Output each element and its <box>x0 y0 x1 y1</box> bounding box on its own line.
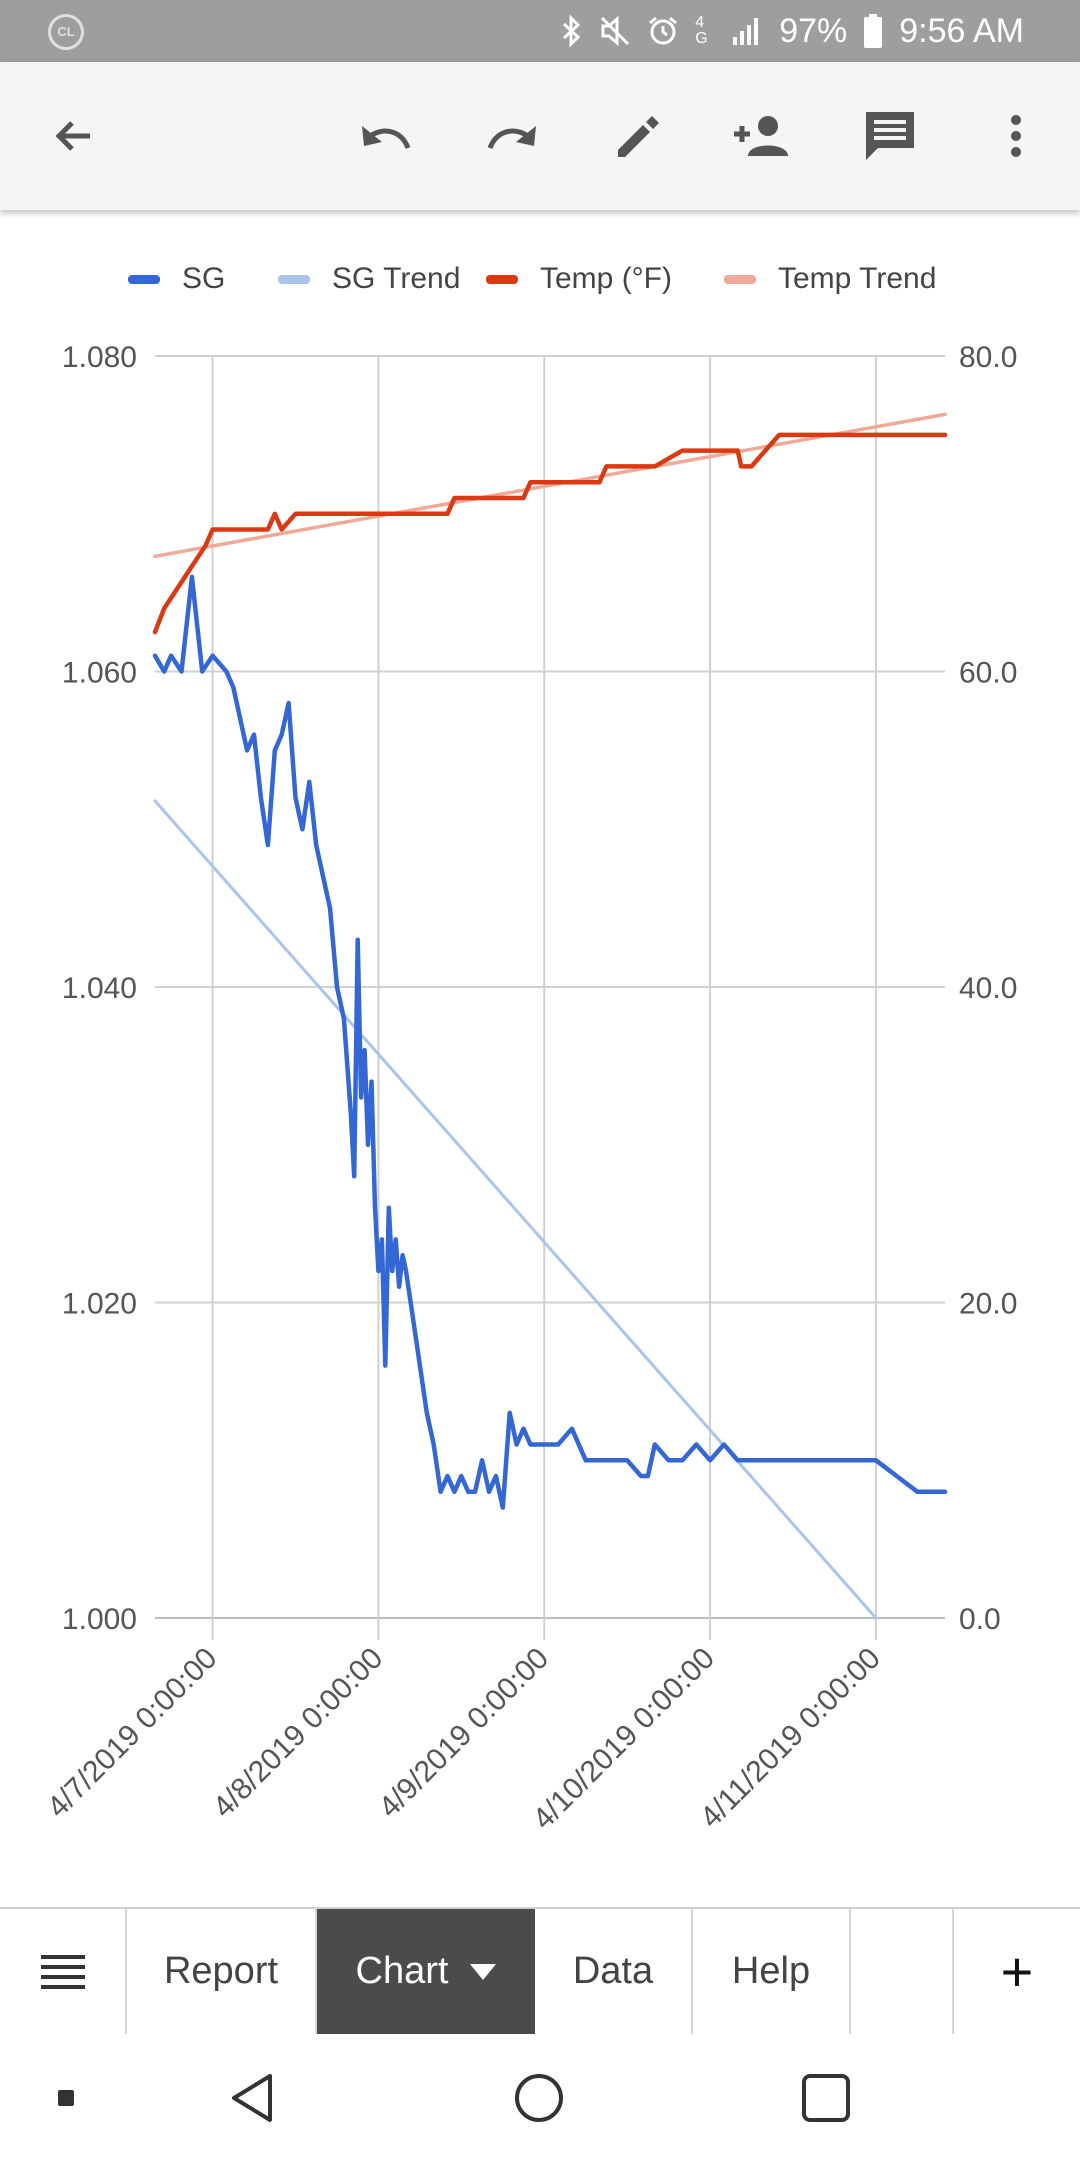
clock: 9:56 AM <box>899 11 1024 50</box>
menu-lines-icon <box>40 1954 85 1989</box>
battery-icon <box>864 14 883 48</box>
y-right-tick-label: 20.0 <box>959 1288 1017 1321</box>
legend-label-temp-trend: Temp Trend <box>778 262 937 295</box>
tab-chart[interactable]: Chart <box>317 1909 535 2034</box>
legend-label-temp: Temp (°F) <box>540 262 672 295</box>
x-tick-label: 4/8/2019 0:00:00 <box>207 1642 390 1825</box>
alarm-icon <box>649 16 678 45</box>
navigation-bar <box>0 2034 1080 2160</box>
toolbar <box>0 62 1080 210</box>
more-vert-icon[interactable] <box>984 104 1048 168</box>
mute-icon <box>601 15 630 47</box>
back-icon[interactable] <box>216 2062 288 2134</box>
x-tick-label: 4/7/2019 0:00:00 <box>41 1642 224 1825</box>
add-person-icon[interactable] <box>730 104 794 168</box>
redo-icon[interactable] <box>480 104 544 168</box>
y-left-tick-label: 1.080 <box>62 341 137 374</box>
legend-item-temp-trend[interactable]: Temp Trend <box>724 254 936 304</box>
signal-icon <box>733 18 759 45</box>
pencil-icon[interactable] <box>606 104 670 168</box>
y-left-tick-label: 1.020 <box>62 1288 137 1321</box>
undo-icon[interactable] <box>354 104 418 168</box>
legend-swatch-temp-trend <box>724 274 756 284</box>
legend-swatch-sg-trend <box>278 274 310 284</box>
series-line-temp-f <box>152 432 948 635</box>
comment-icon[interactable] <box>858 104 922 168</box>
y-right-tick-label: 0.0 <box>959 1603 1001 1636</box>
back-arrow-icon[interactable] <box>42 104 106 168</box>
legend-swatch-sg <box>128 274 160 284</box>
sheet-tab-bar: Report Chart Data Help + <box>0 1907 1080 2036</box>
legend-item-temp[interactable]: Temp (°F) <box>486 254 672 304</box>
bluetooth-icon <box>563 15 581 47</box>
tab-empty <box>851 1909 954 2034</box>
overview-icon[interactable] <box>790 2062 862 2134</box>
x-tick-label: 4/10/2019 0:00:00 <box>527 1642 721 1836</box>
series-line-sg <box>152 574 948 1510</box>
x-tick-label: 4/9/2019 0:00:00 <box>373 1642 556 1825</box>
home-icon[interactable] <box>503 2062 575 2134</box>
network-type: 4G <box>695 14 708 47</box>
status-indicators: 4G 97% 9:56 AM <box>561 8 1024 54</box>
series-line-temp-trend <box>153 412 947 559</box>
dropdown-arrow-icon[interactable] <box>470 1963 497 1980</box>
tab-data[interactable]: Data <box>535 1909 693 2034</box>
y-right-tick-label: 60.0 <box>959 657 1017 690</box>
tab-help[interactable]: Help <box>693 1909 851 2034</box>
legend-label-sg: SG <box>182 262 226 295</box>
y-right-tick-label: 40.0 <box>959 972 1017 1005</box>
y-right-tick-label: 80.0 <box>959 341 1017 374</box>
series-lines <box>152 412 948 1620</box>
line-chart[interactable]: 1.080 1.060 1.040 1.020 1.000 80.0 60.0 40.0 20.… <box>0 214 1080 1904</box>
x-tick-label: 4/11/2019 0:00:00 <box>694 1642 887 1835</box>
recents-dot-icon[interactable] <box>30 2062 102 2134</box>
legend-item-sg[interactable]: SG <box>128 254 225 304</box>
tab-report[interactable]: Report <box>127 1909 317 2034</box>
legend-item-sg-trend[interactable]: SG Trend <box>278 254 460 304</box>
add-sheet-button[interactable]: + <box>1000 1940 1034 2003</box>
legend-label-sg-trend: SG Trend <box>332 262 461 295</box>
y-left-tick-label: 1.040 <box>62 972 137 1005</box>
sheets-menu-button[interactable] <box>0 1909 127 2034</box>
chart-legend: SG SG Trend Temp (°F) Temp Trend <box>0 254 1080 304</box>
y-left-tick-label: 1.000 <box>62 1603 137 1636</box>
tab-chart-label: Chart <box>355 1950 449 1992</box>
series-line-sg-trend <box>153 799 878 1620</box>
battery-percent: 97% <box>779 11 848 50</box>
legend-swatch-temp <box>486 274 518 284</box>
carrier-badge-icon: CL <box>48 14 84 50</box>
chart-grid <box>155 355 945 1640</box>
y-left-tick-label: 1.060 <box>62 657 137 690</box>
status-bar: CL 4G 97% 9:56 AM <box>0 0 1080 62</box>
